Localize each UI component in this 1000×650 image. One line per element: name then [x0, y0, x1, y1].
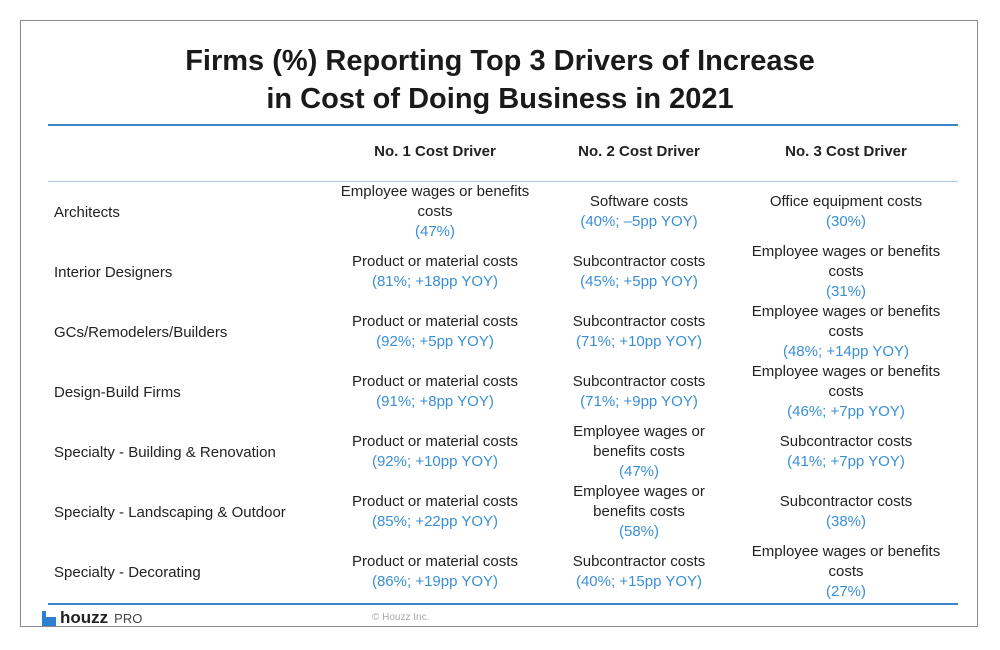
- cost-driver-cell: Subcontractor costs (71%; +9pp YOY): [548, 362, 730, 422]
- driver-text: Employee wages or: [573, 483, 705, 500]
- header-divider: [48, 181, 958, 182]
- driver-percent: (31%): [825, 283, 866, 300]
- cost-driver-cell: Product or material costs (92%; +10pp YOY…: [320, 422, 550, 482]
- cost-driver-cell: Subcontractor costs (41%; +7pp YOY): [738, 422, 954, 482]
- driver-percent: (81%; +18pp YOY): [371, 273, 499, 290]
- header-no2: No. 2 Cost Driver: [578, 143, 700, 160]
- logo-text: houzz: [60, 608, 109, 627]
- top-divider: [48, 124, 958, 126]
- driver-text: Subcontractor costs: [572, 373, 706, 390]
- copyright: © Houzz Inc.: [372, 612, 430, 623]
- driver-percent: (92%; +10pp YOY): [371, 453, 499, 470]
- table-row: Specialty - Decorating Product or materia…: [48, 542, 958, 602]
- cost-driver-cell: Employee wages or benefits costs (58%): [548, 482, 730, 542]
- driver-text: Employee wages or benefits: [751, 243, 941, 260]
- driver-text: Software costs: [589, 193, 689, 210]
- row-label: Design-Build Firms: [54, 383, 181, 401]
- cost-driver-cell: Product or material costs (91%; +8pp YOY): [320, 362, 550, 422]
- cost-driver-cell: Product or material costs (86%; +19pp YOY…: [320, 542, 550, 602]
- driver-text: Subcontractor costs: [779, 493, 913, 510]
- driver-text: costs: [828, 383, 864, 400]
- cost-driver-cell: Subcontractor costs (40%; +15pp YOY): [548, 542, 730, 602]
- logo-suffix: PRO: [114, 610, 143, 626]
- driver-text: Subcontractor costs: [572, 253, 706, 270]
- row-label: Interior Designers: [54, 263, 173, 281]
- row-label: Specialty - Building & Renovation: [54, 443, 276, 461]
- cost-driver-cell: Employee wages or benefits costs (48%; +14…: [738, 302, 954, 362]
- row-label: Specialty - Decorating: [54, 563, 201, 581]
- cost-driver-cell: Employee wages or benefits costs (46%; +7p…: [738, 362, 954, 422]
- table-row: Interior Designers Product or material co…: [48, 242, 958, 302]
- cost-driver-cell: Subcontractor costs (45%; +5pp YOY): [548, 242, 730, 302]
- driver-percent: (38%): [825, 513, 866, 530]
- table-row: Specialty - Building & Renovation Product…: [48, 422, 958, 482]
- driver-percent: (27%): [825, 583, 866, 600]
- title-line-1: Firms (%) Reporting Top 3 Drivers of Inc…: [185, 45, 815, 77]
- driver-percent: (45%; +5pp YOY): [580, 273, 698, 290]
- driver-percent: (40%; –5pp YOY): [580, 213, 698, 230]
- cost-driver-cell: Employee wages or benefits costs (47%): [548, 422, 730, 482]
- header-no3: No. 3 Cost Driver: [785, 143, 907, 160]
- table-row: Specialty - Landscaping & Outdoor Product…: [48, 482, 958, 542]
- driver-text: Subcontractor costs: [572, 553, 706, 570]
- driver-text: Subcontractor costs: [572, 313, 706, 330]
- driver-text: costs: [828, 563, 864, 580]
- row-label: Architects: [54, 203, 120, 221]
- driver-text: Employee wages or benefits: [751, 363, 941, 380]
- driver-text: benefits costs: [593, 443, 685, 460]
- driver-percent: (47%): [618, 463, 659, 480]
- driver-percent: (40%; +15pp YOY): [575, 573, 703, 590]
- cost-driver-cell: Office equipment costs (30%): [738, 182, 954, 242]
- cost-driver-cell: Subcontractor costs (71%; +10pp YOY): [548, 302, 730, 362]
- page-title: Firms (%) Reporting Top 3 Drivers of Inc…: [0, 42, 1000, 118]
- driver-percent: (92%; +5pp YOY): [376, 333, 494, 350]
- cost-driver-cell: Employee wages or benefits costs (47%): [320, 182, 550, 242]
- driver-text: Product or material costs: [352, 493, 518, 510]
- driver-percent: (91%; +8pp YOY): [376, 393, 494, 410]
- driver-text: Product or material costs: [352, 313, 518, 330]
- cost-driver-cell: Employee wages or benefits costs (27%): [738, 542, 954, 602]
- driver-text: benefits costs: [593, 503, 685, 520]
- driver-percent: (30%): [825, 213, 866, 230]
- driver-text: Product or material costs: [352, 373, 518, 390]
- driver-text: Product or material costs: [352, 433, 518, 450]
- driver-text: Employee wages or benefits: [751, 303, 941, 320]
- driver-text: costs: [417, 203, 453, 220]
- cost-driver-cell: Software costs (40%; –5pp YOY): [548, 182, 730, 242]
- driver-text: Subcontractor costs: [779, 433, 913, 450]
- driver-percent: (71%; +9pp YOY): [580, 393, 698, 410]
- slide-frame: [20, 20, 978, 627]
- cost-driver-cell: Employee wages or benefits costs (31%): [738, 242, 954, 302]
- driver-percent: (85%; +22pp YOY): [371, 513, 499, 530]
- bottom-divider: [48, 603, 958, 605]
- driver-percent: (58%): [618, 523, 659, 540]
- table-row: Architects Employee wages or benefits cost…: [48, 182, 958, 242]
- cost-driver-cell: Subcontractor costs (38%): [738, 482, 954, 542]
- driver-percent: (47%): [414, 223, 455, 240]
- driver-text: Employee wages or benefits: [751, 543, 941, 560]
- driver-text: costs: [828, 263, 864, 280]
- title-line-2: in Cost of Doing Business in 2021: [266, 83, 734, 115]
- driver-percent: (48%; +14pp YOY): [782, 343, 910, 360]
- driver-percent: (46%; +7pp YOY): [787, 403, 905, 420]
- row-label: GCs/Remodelers/Builders: [54, 323, 228, 341]
- driver-percent: (71%; +10pp YOY): [575, 333, 703, 350]
- driver-percent: (41%; +7pp YOY): [787, 453, 905, 470]
- driver-text: Office equipment costs: [769, 193, 923, 210]
- driver-text: Product or material costs: [352, 253, 518, 270]
- driver-text: costs: [828, 323, 864, 340]
- driver-text: Employee wages or benefits: [340, 183, 530, 200]
- table-row: Design-Build Firms Product or material co…: [48, 362, 958, 422]
- header-no1: No. 1 Cost Driver: [374, 143, 496, 160]
- cost-driver-cell: Product or material costs (81%; +18pp YOY…: [320, 242, 550, 302]
- cost-driver-cell: Product or material costs (85%; +22pp YOY…: [320, 482, 550, 542]
- driver-text: Product or material costs: [352, 553, 518, 570]
- driver-text: Employee wages or: [573, 423, 705, 440]
- houzz-logo-icon: [42, 610, 56, 626]
- driver-percent: (86%; +19pp YOY): [371, 573, 499, 590]
- table-row: GCs/Remodelers/Builders Product or materi…: [48, 302, 958, 362]
- houzz-pro-logo: houzz PRO: [42, 608, 142, 628]
- cost-driver-cell: Product or material costs (92%; +5pp YOY): [320, 302, 550, 362]
- row-label: Specialty - Landscaping & Outdoor: [54, 503, 286, 521]
